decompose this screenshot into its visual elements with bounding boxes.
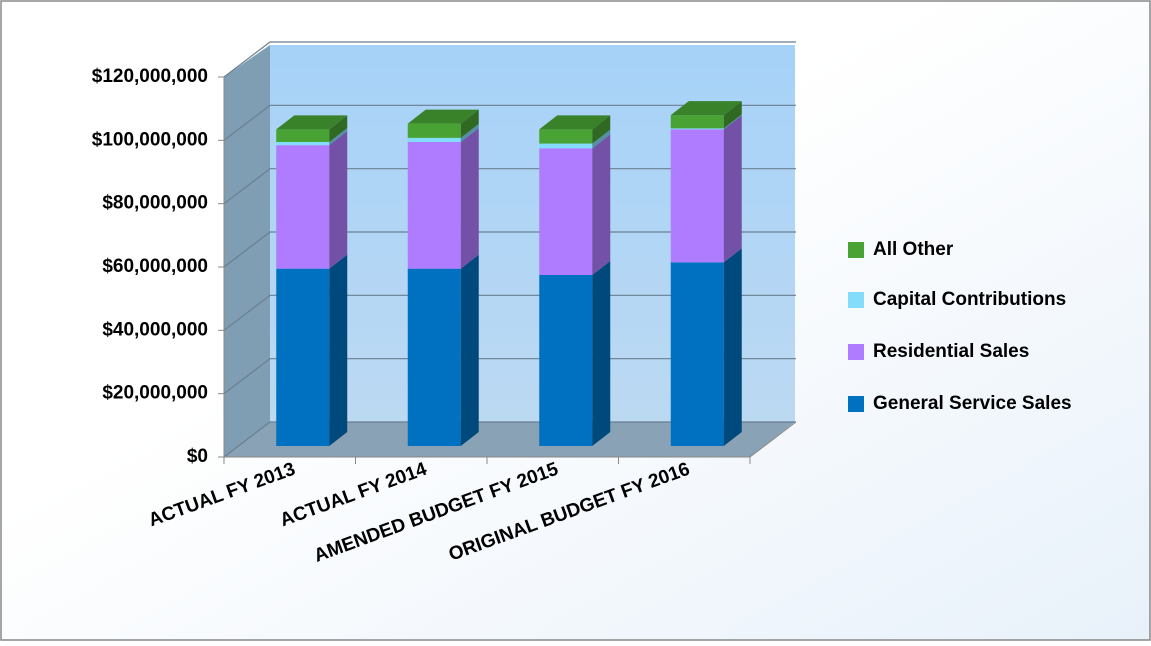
legend-swatch xyxy=(848,292,864,308)
legend-label: General Service Sales xyxy=(873,393,1072,414)
bar-segment xyxy=(539,275,593,446)
y-tick-label: $0 xyxy=(187,446,208,467)
grid-line xyxy=(223,294,796,331)
bar-segment xyxy=(407,137,461,142)
legend-swatch xyxy=(848,242,864,258)
bar-side xyxy=(460,109,479,138)
y-tick-label: $120,000,000 xyxy=(92,66,208,87)
y-tick-label: $20,000,000 xyxy=(102,383,208,404)
grid-line xyxy=(223,104,796,141)
grid-line xyxy=(223,41,796,78)
grid-line xyxy=(223,231,796,268)
bar-side xyxy=(592,261,611,446)
bar-side xyxy=(460,128,479,269)
bar-segment xyxy=(539,143,593,149)
grid-line xyxy=(223,421,796,458)
bar-segment xyxy=(670,115,724,129)
bar-segment xyxy=(276,142,330,146)
bar-segment xyxy=(670,262,724,446)
bar-side xyxy=(592,129,611,149)
legend-label: All Other xyxy=(873,239,954,260)
back-wall xyxy=(270,45,795,422)
y-tick-label: $60,000,000 xyxy=(102,256,208,277)
bar-side xyxy=(329,131,348,269)
y-tick-label: $40,000,000 xyxy=(102,319,208,340)
x-axis-depth xyxy=(749,421,797,458)
bar-side xyxy=(460,254,479,446)
grid-line xyxy=(223,168,796,205)
bar-segment xyxy=(276,129,330,142)
legend-label: Capital Contributions xyxy=(873,289,1066,310)
bar-segment xyxy=(407,123,461,138)
floor xyxy=(224,422,795,457)
bar-segment xyxy=(539,148,593,275)
bar-side xyxy=(329,115,348,142)
bar-segment xyxy=(407,142,461,269)
bar-top xyxy=(670,101,742,116)
bar-side xyxy=(460,123,479,142)
side-wall xyxy=(224,45,270,457)
bar-top xyxy=(539,115,611,130)
bar-segment xyxy=(670,129,724,263)
bar-side xyxy=(592,115,611,144)
bar-segment xyxy=(670,128,724,130)
bar-side xyxy=(723,101,742,129)
bar-side xyxy=(723,248,742,446)
y-tick-label: $100,000,000 xyxy=(92,129,208,150)
legend-swatch xyxy=(848,396,864,412)
bar-side xyxy=(329,254,348,446)
bar-segment xyxy=(276,145,330,269)
bar-side xyxy=(723,114,742,130)
bar-top xyxy=(407,109,479,124)
bar-side xyxy=(329,128,348,146)
bar-segment xyxy=(407,268,461,446)
legend-swatch xyxy=(848,344,864,360)
grid-line xyxy=(223,358,796,395)
bar-segment xyxy=(539,129,593,144)
bar-side xyxy=(592,134,611,275)
bar-segment xyxy=(276,268,330,446)
bar-side xyxy=(723,115,742,263)
bar-top xyxy=(276,115,348,130)
y-tick-label: $80,000,000 xyxy=(102,193,208,214)
legend-label: Residential Sales xyxy=(873,341,1029,362)
